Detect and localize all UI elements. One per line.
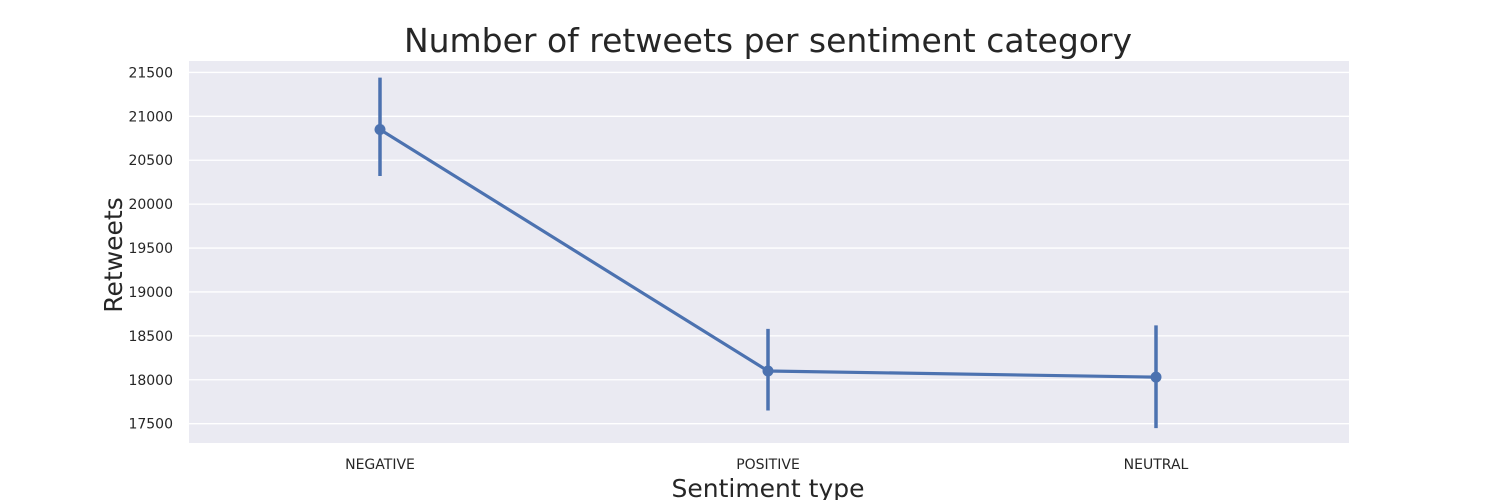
y-tick-20000: 20000 bbox=[128, 197, 173, 213]
x-tick-positive: POSITIVE bbox=[736, 457, 800, 473]
x-tick-neutral: NEUTRAL bbox=[1124, 457, 1189, 473]
data-point-negative bbox=[374, 123, 386, 135]
chart-title: Number of retweets per sentiment categor… bbox=[404, 21, 1132, 60]
data-point-neutral bbox=[1150, 371, 1162, 383]
y-tick-19500: 19500 bbox=[128, 241, 173, 257]
x-tick-labels: NEGATIVE POSITIVE NEUTRAL bbox=[345, 457, 1188, 473]
x-tick-negative: NEGATIVE bbox=[345, 457, 415, 473]
y-tick-21500: 21500 bbox=[128, 65, 173, 81]
y-tick-labels: 17500 18000 18500 19000 19500 20000 20500 21000… bbox=[128, 65, 173, 432]
y-tick-18000: 18000 bbox=[128, 373, 173, 389]
y-tick-17500: 17500 bbox=[128, 417, 173, 433]
series-marks bbox=[374, 77, 1162, 429]
y-tick-18500: 18500 bbox=[128, 329, 173, 345]
data-point-positive bbox=[762, 365, 774, 377]
y-axis-label: Retweets bbox=[99, 197, 128, 312]
y-tick-20500: 20500 bbox=[128, 153, 173, 169]
y-tick-21000: 21000 bbox=[128, 109, 173, 125]
x-axis-label: Sentiment type bbox=[671, 474, 864, 500]
y-tick-19000: 19000 bbox=[128, 285, 173, 301]
